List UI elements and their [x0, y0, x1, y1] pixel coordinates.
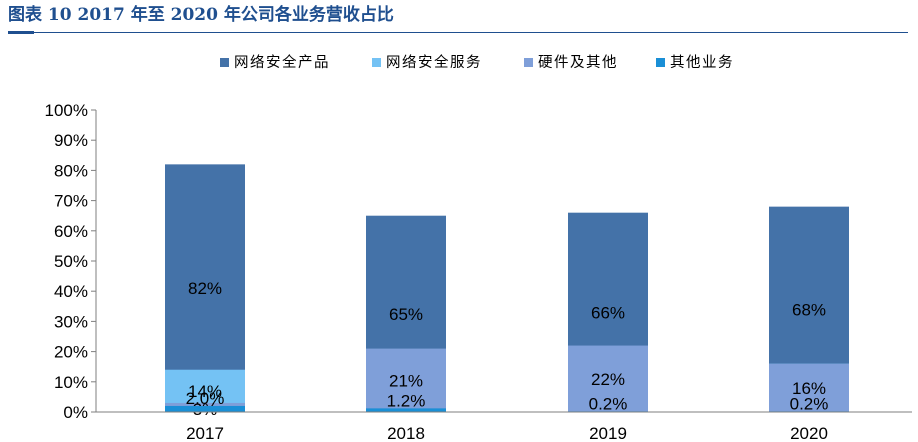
bar-segment — [165, 405, 245, 412]
legend: 网络安全产品 网络安全服务 硬件及其他 其他业务 — [220, 53, 734, 71]
data-label: 14% — [188, 382, 222, 401]
legend-label: 其他业务 — [670, 54, 734, 71]
data-label: 65% — [389, 305, 423, 324]
y-tick-label: 70% — [54, 192, 88, 211]
x-tick-label: 2020 — [790, 424, 828, 442]
bars: 82%14%3%2.0%65%12%21%1.2%66%12%22%0.2%68… — [165, 164, 849, 419]
bar-segment — [769, 363, 849, 412]
x-tick-label: 2018 — [387, 424, 425, 442]
chart-title: 图表 10 2017 年至 2020 年公司各业务营收占比 — [8, 5, 394, 25]
data-label: 68% — [792, 300, 826, 319]
legend-swatch — [524, 58, 533, 67]
legend-label: 网络安全产品 — [234, 53, 330, 71]
data-label: 0.2% — [589, 394, 628, 413]
bar-segment — [366, 348, 446, 412]
legend-label: 网络安全服务 — [386, 53, 482, 71]
data-label: 0.2% — [790, 394, 829, 413]
y-axis: 0% 10% 20% 30% 40% 50% 60% 70% 80% 90% 100% — [45, 101, 97, 422]
bar-segment — [366, 408, 446, 412]
data-label: 66% — [591, 303, 625, 322]
y-tick-label: 40% — [54, 282, 88, 301]
legend-swatch — [220, 58, 229, 67]
data-label: 16% — [792, 379, 826, 398]
y-tick-label: 30% — [54, 312, 88, 331]
data-label: 21% — [389, 371, 423, 390]
data-label: 82% — [188, 279, 222, 298]
y-tick-label: 20% — [54, 343, 88, 362]
y-tick-label: 90% — [54, 131, 88, 150]
legend-swatch — [656, 58, 665, 67]
data-label: 22% — [591, 370, 625, 389]
title-underline-accent — [8, 31, 34, 34]
data-label: 1.2% — [387, 391, 426, 410]
legend-label: 硬件及其他 — [538, 54, 618, 71]
y-tick-label: 100% — [45, 101, 88, 120]
x-tick-label: 2017 — [186, 424, 224, 442]
title-underline — [8, 32, 908, 33]
x-axis: 2017 2018 2019 2020 — [96, 411, 912, 442]
y-tick-label: 0% — [63, 403, 88, 422]
legend-swatch — [372, 58, 381, 67]
data-label: 2.0% — [186, 389, 225, 408]
x-tick-label: 2019 — [589, 424, 627, 442]
bar-segment — [568, 345, 648, 412]
y-tick-label: 10% — [54, 373, 88, 392]
y-tick-label: 60% — [54, 222, 88, 241]
y-tick-label: 80% — [54, 161, 88, 180]
y-tick-label: 50% — [54, 252, 88, 271]
